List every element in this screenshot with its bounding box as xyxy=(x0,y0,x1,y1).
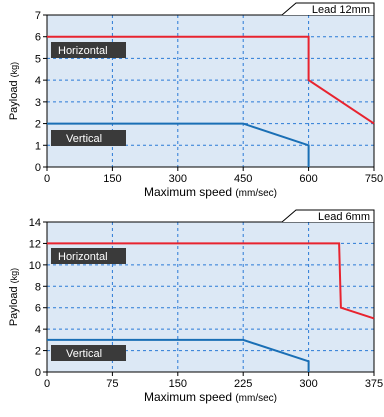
y-axis-title: Payload (kg) xyxy=(8,62,20,120)
series-tag-horizontal xyxy=(51,248,126,264)
y-axis-title: Payload (kg) xyxy=(8,268,20,326)
x-tick-label: 750 xyxy=(365,173,383,185)
x-tick-label: 300 xyxy=(169,173,187,185)
x-tick-label: 375 xyxy=(365,378,383,390)
y-tick-label: 5 xyxy=(35,53,41,65)
series-tag-vertical xyxy=(51,130,126,146)
series-line-horizontal xyxy=(47,35,375,125)
x-tick-label: 600 xyxy=(299,173,317,185)
y-tick-label: 2 xyxy=(35,119,41,131)
series-label-horizontal: Horizontal xyxy=(58,251,108,263)
y-tick-label: 3 xyxy=(35,97,41,109)
x-tick-label: 150 xyxy=(103,173,121,185)
series-line-horizontal xyxy=(47,242,375,320)
x-tick-label: 75 xyxy=(106,378,118,390)
y-tick-label: 1 xyxy=(35,140,41,152)
plot-frame xyxy=(46,14,375,168)
y-tick-label: 10 xyxy=(29,260,41,272)
x-tick-label: 450 xyxy=(234,173,252,185)
y-tick-label: 6 xyxy=(35,303,41,315)
plot-frame xyxy=(46,221,375,373)
chart-panel-1: 0 150 300 450 600 750 0 1 2 3 4 5 6 7 Lead 12mm Horizon… xyxy=(8,2,383,199)
y-tick-label: 7 xyxy=(35,10,41,22)
y-tick-label: 4 xyxy=(35,324,41,336)
x-tick-label: 300 xyxy=(299,378,317,390)
lead-tab xyxy=(281,2,375,16)
series-label-vertical: Vertical xyxy=(66,133,102,145)
x-axis-title: Maximum speed (mm/sec) xyxy=(144,185,277,199)
series-label-vertical: Vertical xyxy=(66,348,102,360)
series-label-horizontal: Horizontal xyxy=(58,45,108,57)
x-tick-label: 0 xyxy=(44,173,50,185)
chart-title: Lead 6mm xyxy=(318,211,370,223)
y-tick-label: 6 xyxy=(35,32,41,44)
series-tag-horizontal xyxy=(51,42,126,58)
y-tick-label: 12 xyxy=(29,238,41,250)
x-tick-label: 225 xyxy=(234,378,252,390)
y-tick-label: 2 xyxy=(35,346,41,358)
x-tick-label: 150 xyxy=(169,378,187,390)
series-line-vertical xyxy=(47,122,310,167)
x-tick-label: 0 xyxy=(44,378,50,390)
y-tick-label: 8 xyxy=(35,281,41,293)
lead-tab xyxy=(281,209,375,223)
chart-panel-2: 0 75 150 225 300 375 0 2 4 6 8 10 12 14 Lead 6mm Horizo… xyxy=(8,209,383,404)
y-tick-label: 0 xyxy=(35,162,41,174)
y-tick-label: 14 xyxy=(29,217,41,229)
series-line-vertical xyxy=(47,338,310,372)
y-tick-label: 4 xyxy=(35,75,41,87)
series-tag-vertical xyxy=(51,345,126,361)
chart-title: Lead 12mm xyxy=(312,4,370,16)
x-axis-title: Maximum speed (mm/sec) xyxy=(144,390,277,404)
y-tick-label: 0 xyxy=(35,367,41,379)
